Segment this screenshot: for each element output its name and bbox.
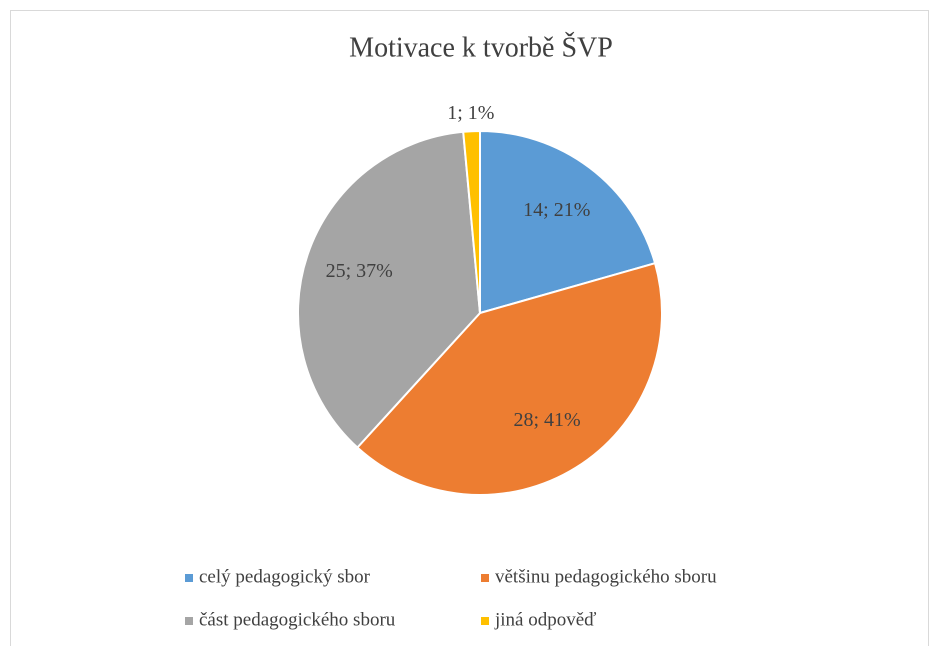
pie-slice	[479, 129, 657, 315]
chart-title: Motivace k tvorbě ŠVP	[349, 32, 613, 63]
pie-slice	[297, 130, 482, 449]
data-label: 14; 21%	[523, 199, 590, 221]
data-label: 1; 1%	[447, 102, 494, 124]
data-label: 28; 41%	[513, 409, 580, 431]
legend-label: část pedagogického sboru	[199, 609, 396, 630]
legend-label: celý pedagogický sbor	[199, 566, 371, 587]
data-label: 25; 37%	[326, 260, 393, 282]
legend-swatch	[185, 617, 193, 625]
legend-label: jiná odpověď	[494, 609, 596, 630]
pie-slice	[355, 261, 663, 497]
pie-slice	[462, 129, 481, 314]
legend-label: většinu pedagogického sboru	[495, 566, 717, 587]
legend-swatch	[185, 574, 193, 582]
legend-swatch	[481, 617, 489, 625]
legend-swatch	[481, 574, 489, 582]
